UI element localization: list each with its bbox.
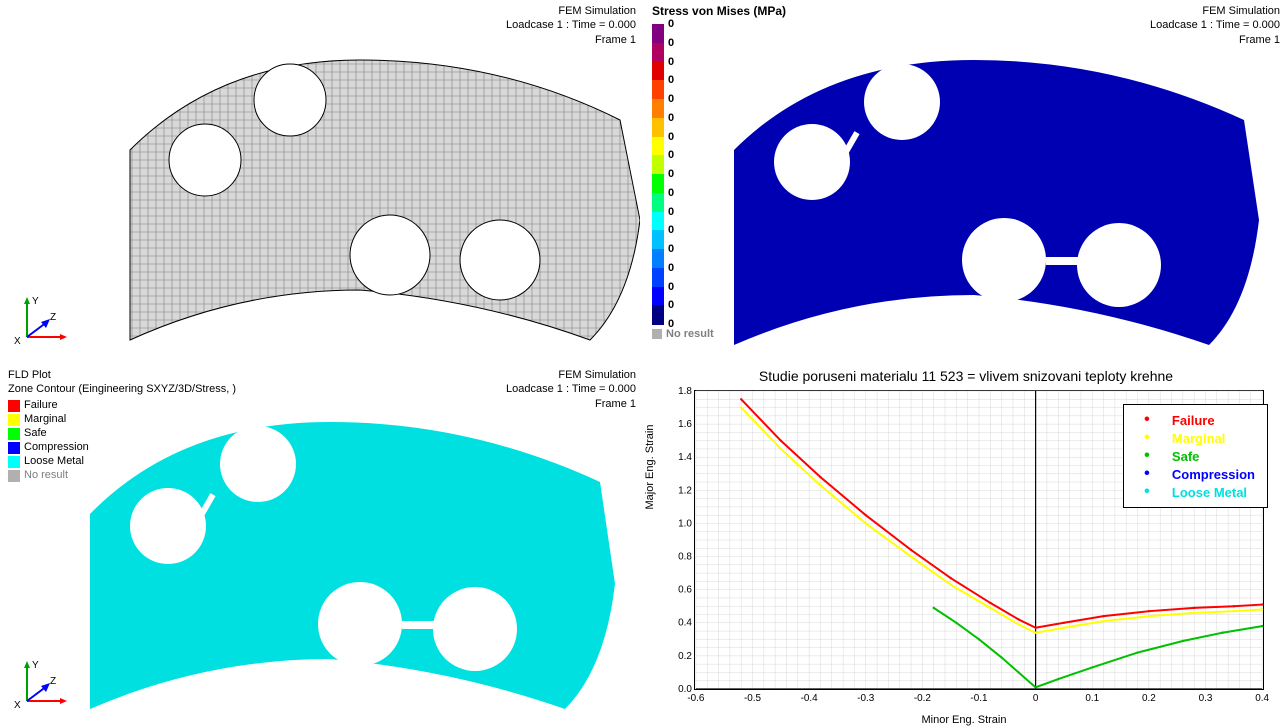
meta-line: FEM Simulation <box>506 4 636 18</box>
svg-text:0.4: 0.4 <box>678 618 692 629</box>
x-axis-label: Minor Eng. Strain <box>644 714 1284 726</box>
svg-text:0.8: 0.8 <box>678 552 692 563</box>
chart-title: Studie poruseni materialu 11 523 = vlive… <box>644 368 1288 384</box>
meta-line: FEM Simulation <box>1150 4 1280 18</box>
svg-text:1.4: 1.4 <box>678 452 692 463</box>
panel-mesh: FEM Simulation Loadcase 1 : Time = 0.000… <box>0 0 644 364</box>
svg-text:0.0: 0.0 <box>678 684 692 695</box>
svg-text:0.3: 0.3 <box>1199 693 1213 704</box>
svg-text:-0.3: -0.3 <box>857 693 875 704</box>
svg-text:X: X <box>14 336 21 347</box>
svg-text:1.0: 1.0 <box>678 518 692 529</box>
svg-text:Z: Z <box>50 676 56 687</box>
svg-text:0.2: 0.2 <box>1142 693 1156 704</box>
svg-text:1.6: 1.6 <box>678 419 692 430</box>
svg-text:Y: Y <box>32 660 39 671</box>
meta-line: FEM Simulation <box>506 368 636 382</box>
chart-legend: •Failure•Marginal•Safe•Compression•Loose… <box>1123 404 1268 508</box>
meta-block: FEM Simulation Loadcase 1 : Time = 0.000… <box>1150 4 1280 47</box>
panel-stress: FEM Simulation Loadcase 1 : Time = 0.000… <box>644 0 1288 364</box>
meta-line: Loadcase 1 : Time = 0.000 <box>506 382 636 396</box>
svg-text:1.2: 1.2 <box>678 485 692 496</box>
svg-text:0.2: 0.2 <box>678 651 692 662</box>
colorbar-title: Stress von Mises (MPa) <box>652 4 872 18</box>
y-axis-label: Major Eng. Strain <box>644 425 656 510</box>
svg-text:0.6: 0.6 <box>678 585 692 596</box>
meta-line: Frame 1 <box>1150 33 1280 47</box>
fld-shape <box>60 404 620 704</box>
svg-text:0.4: 0.4 <box>1255 693 1269 704</box>
mesh-shape <box>100 40 640 350</box>
svg-text:0.1: 0.1 <box>1085 693 1099 704</box>
panel-chart: Studie poruseni materialu 11 523 = vlive… <box>644 364 1288 728</box>
panel-fld: FEM Simulation Loadcase 1 : Time = 0.000… <box>0 364 644 728</box>
fld-subtitle: Zone Contour (Eingineering SXYZ/3D/Stres… <box>8 382 236 396</box>
svg-text:-0.1: -0.1 <box>970 693 988 704</box>
svg-text:1.8: 1.8 <box>678 386 692 397</box>
svg-text:-0.4: -0.4 <box>801 693 819 704</box>
meta-line: Loadcase 1 : Time = 0.000 <box>506 18 636 32</box>
fld-title: FLD Plot <box>8 368 236 382</box>
svg-text:-0.5: -0.5 <box>744 693 762 704</box>
meta-line: Loadcase 1 : Time = 0.000 <box>1150 18 1280 32</box>
svg-text:X: X <box>14 700 21 711</box>
axis-triad: Y X Z <box>12 292 72 352</box>
svg-text:-0.2: -0.2 <box>914 693 932 704</box>
svg-text:Z: Z <box>50 312 56 323</box>
svg-text:Y: Y <box>32 296 39 307</box>
svg-text:0: 0 <box>1033 693 1039 704</box>
stress-shape <box>704 50 1264 350</box>
